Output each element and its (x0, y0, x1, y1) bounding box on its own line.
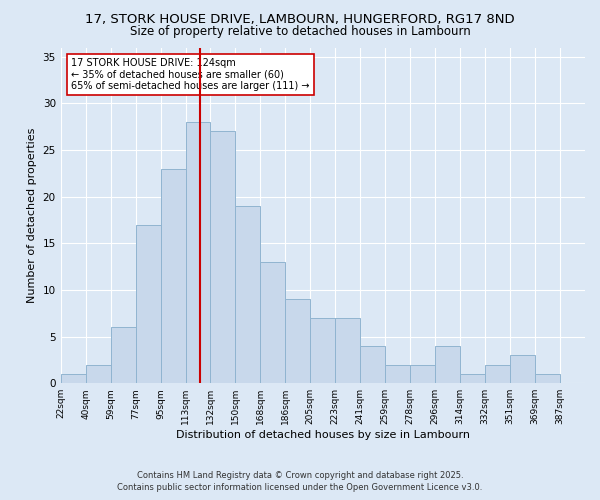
Y-axis label: Number of detached properties: Number of detached properties (27, 128, 37, 303)
Bar (335, 318, 360, 383)
Bar (485, 364, 510, 383)
Text: 17, STORK HOUSE DRIVE, LAMBOURN, HUNGERFORD, RG17 8ND: 17, STORK HOUSE DRIVE, LAMBOURN, HUNGERF… (85, 12, 515, 26)
Bar (310, 318, 335, 383)
Bar (410, 364, 435, 383)
Bar (161, 168, 185, 383)
Bar (61, 374, 86, 383)
Bar (136, 224, 161, 383)
Bar (535, 374, 560, 383)
Text: Size of property relative to detached houses in Lambourn: Size of property relative to detached ho… (130, 25, 470, 38)
Bar (510, 355, 535, 383)
Bar (360, 346, 385, 383)
Bar (385, 364, 410, 383)
Bar (211, 132, 235, 383)
Bar (86, 364, 110, 383)
Bar (460, 374, 485, 383)
Bar (286, 300, 310, 383)
X-axis label: Distribution of detached houses by size in Lambourn: Distribution of detached houses by size … (176, 430, 470, 440)
Text: Contains HM Land Registry data © Crown copyright and database right 2025.
Contai: Contains HM Land Registry data © Crown c… (118, 471, 482, 492)
Bar (235, 206, 260, 383)
Bar (110, 328, 136, 383)
Bar (435, 346, 460, 383)
Text: 17 STORK HOUSE DRIVE: 124sqm
← 35% of detached houses are smaller (60)
65% of se: 17 STORK HOUSE DRIVE: 124sqm ← 35% of de… (71, 58, 310, 91)
Bar (185, 122, 211, 383)
Bar (260, 262, 286, 383)
